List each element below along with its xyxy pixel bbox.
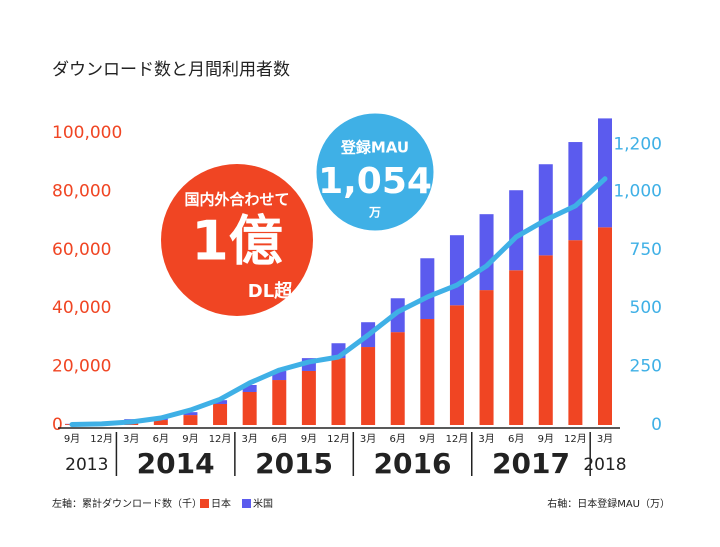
- x-tick-label: 9月: [419, 433, 435, 445]
- y2-tick-label: 250: [630, 357, 662, 377]
- bar: [598, 118, 612, 227]
- year-label: 2015: [255, 447, 333, 480]
- x-tick-label: 3月: [597, 433, 613, 445]
- x-tick-label: 12月: [90, 433, 113, 445]
- bar: [391, 332, 405, 425]
- x-tick-label: 3月: [123, 433, 139, 445]
- year-label: 2014: [137, 447, 215, 480]
- x-tick-label: 6月: [153, 433, 169, 445]
- x-tick-label: 9月: [182, 433, 198, 445]
- legend-swatch: [200, 499, 209, 508]
- legend-label: 日本: [211, 497, 231, 510]
- callout-text: 万: [368, 206, 381, 220]
- bar: [509, 270, 523, 425]
- bar: [480, 214, 494, 290]
- x-tick-label: 12月: [327, 433, 350, 445]
- x-tick-label: 12月: [564, 433, 587, 445]
- bar: [568, 142, 582, 240]
- bar: [598, 227, 612, 425]
- footer-right: 右軸：日本登録MAU（万）: [547, 497, 670, 510]
- y-tick-label: 60,000: [52, 240, 111, 260]
- year-label: 2017: [492, 447, 570, 480]
- bar: [450, 235, 464, 305]
- bar: [539, 255, 553, 425]
- bar: [480, 290, 494, 425]
- x-tick-label: 6月: [271, 433, 287, 445]
- callout-text: 国内外合わせて: [184, 191, 289, 209]
- bar: [509, 190, 523, 270]
- x-tick-label: 9月: [538, 433, 554, 445]
- legend-label: 米国: [253, 497, 273, 510]
- x-tick-label: 12月: [446, 433, 469, 445]
- y-tick-label: 100,000: [52, 123, 122, 143]
- bar: [243, 392, 257, 425]
- y-tick-label: 80,000: [52, 181, 111, 201]
- callout-big: 1,054: [318, 161, 432, 202]
- callout-text: 登録MAU: [340, 139, 409, 157]
- bar: [361, 347, 375, 425]
- bar: [539, 164, 553, 255]
- x-tick-label: 6月: [508, 433, 524, 445]
- bar: [302, 371, 316, 425]
- year-label: 2013: [65, 455, 108, 475]
- chart-title: ダウンロード数と月間利用者数: [52, 60, 290, 80]
- bar: [420, 258, 434, 319]
- x-tick-label: 9月: [64, 433, 80, 445]
- y-tick-label: 0: [52, 415, 63, 435]
- y-tick-label: 20,000: [52, 357, 111, 377]
- callout-text: DL超: [248, 280, 293, 302]
- y2-tick-label: 500: [630, 298, 662, 318]
- y2-tick-label: 750: [630, 240, 662, 260]
- x-tick-label: 3月: [478, 433, 494, 445]
- x-tick-label: 9月: [301, 433, 317, 445]
- bar: [272, 380, 286, 425]
- bar: [183, 415, 197, 425]
- bar: [568, 240, 582, 425]
- bar: [420, 319, 434, 425]
- y2-tick-label: 1,200: [613, 135, 662, 155]
- y2-tick-label: 1,000: [613, 181, 662, 201]
- legend-swatch: [242, 499, 251, 508]
- x-tick-label: 6月: [390, 433, 406, 445]
- x-tick-label: 3月: [241, 433, 257, 445]
- bar: [213, 404, 227, 425]
- bar: [332, 358, 346, 425]
- footer-left: 左軸：累計ダウンロード数（千）: [52, 497, 202, 510]
- x-tick-label: 12月: [209, 433, 232, 445]
- x-tick-label: 3月: [360, 433, 376, 445]
- bar: [450, 305, 464, 425]
- y2-tick-label: 0: [651, 415, 662, 435]
- y-tick-label: 40,000: [52, 298, 111, 318]
- year-label: 2016: [374, 447, 452, 480]
- callout-big: 1億: [191, 210, 283, 273]
